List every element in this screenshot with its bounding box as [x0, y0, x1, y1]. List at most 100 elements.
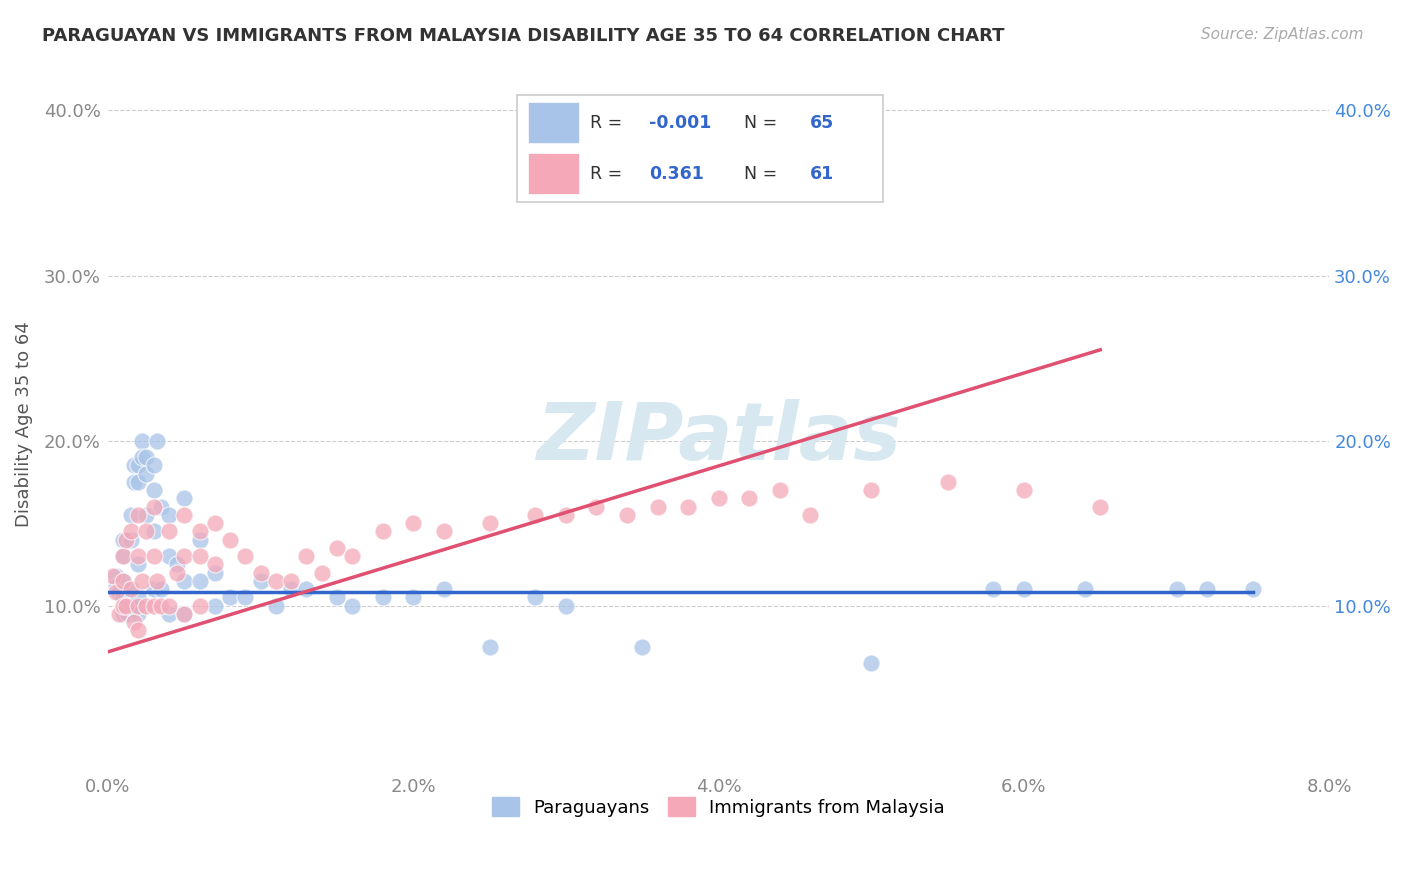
Point	[157, 549, 180, 563]
Point	[127, 558, 149, 572]
Point	[101, 569, 124, 583]
Point	[173, 574, 195, 588]
Point	[249, 574, 271, 588]
Point	[1074, 582, 1097, 596]
Point	[150, 582, 173, 596]
Point	[616, 508, 638, 522]
Point	[127, 549, 149, 563]
Point	[117, 607, 139, 621]
Point	[340, 549, 363, 563]
Point	[112, 549, 135, 563]
Point	[326, 541, 349, 555]
Point	[127, 624, 149, 638]
Point	[131, 574, 153, 588]
Point	[112, 591, 135, 605]
Point	[707, 491, 730, 506]
Point	[112, 574, 135, 588]
Point	[647, 500, 669, 514]
Point	[1012, 483, 1035, 497]
Point	[188, 574, 211, 588]
Point	[326, 591, 349, 605]
Point	[157, 607, 180, 621]
Point	[371, 591, 394, 605]
Point	[166, 566, 188, 580]
Point	[157, 599, 180, 613]
Point	[107, 585, 129, 599]
Point	[173, 508, 195, 522]
Point	[135, 450, 157, 464]
Point	[188, 599, 211, 613]
Point	[104, 585, 127, 599]
Text: PARAGUAYAN VS IMMIGRANTS FROM MALAYSIA DISABILITY AGE 35 TO 64 CORRELATION CHART: PARAGUAYAN VS IMMIGRANTS FROM MALAYSIA D…	[42, 27, 1005, 45]
Point	[860, 657, 883, 671]
Point	[150, 500, 173, 514]
Point	[555, 599, 578, 613]
Point	[112, 607, 135, 621]
Point	[142, 458, 165, 473]
Point	[150, 599, 173, 613]
Point	[135, 599, 157, 613]
Point	[142, 483, 165, 497]
Point	[1166, 582, 1188, 596]
Point	[122, 615, 145, 629]
Point	[1197, 582, 1219, 596]
Legend: Paraguayans, Immigrants from Malaysia: Paraguayans, Immigrants from Malaysia	[485, 790, 952, 824]
Point	[173, 607, 195, 621]
Point	[433, 524, 456, 539]
Point	[112, 549, 135, 563]
Point	[127, 508, 149, 522]
Point	[135, 467, 157, 481]
Point	[264, 599, 287, 613]
Point	[157, 524, 180, 539]
Point	[233, 549, 256, 563]
Point	[1012, 582, 1035, 596]
Point	[142, 582, 165, 596]
Point	[1090, 500, 1112, 514]
Point	[1241, 582, 1264, 596]
Point	[173, 491, 195, 506]
Point	[204, 516, 226, 530]
Point	[340, 599, 363, 613]
Point	[127, 599, 149, 613]
Point	[936, 475, 959, 489]
Point	[860, 483, 883, 497]
Point	[204, 566, 226, 580]
Point	[112, 599, 135, 613]
Point	[173, 549, 195, 563]
Text: ZIPatlas: ZIPatlas	[536, 399, 901, 477]
Point	[233, 591, 256, 605]
Point	[555, 508, 578, 522]
Point	[112, 533, 135, 547]
Point	[142, 549, 165, 563]
Point	[204, 558, 226, 572]
Point	[173, 607, 195, 621]
Point	[127, 591, 149, 605]
Point	[219, 591, 242, 605]
Point	[295, 549, 318, 563]
Point	[120, 533, 142, 547]
Point	[117, 582, 139, 596]
Point	[142, 599, 165, 613]
Point	[631, 640, 654, 654]
Point	[122, 458, 145, 473]
Point	[371, 524, 394, 539]
Point	[127, 458, 149, 473]
Point	[585, 500, 607, 514]
Point	[204, 599, 226, 613]
Point	[127, 475, 149, 489]
Point	[120, 599, 142, 613]
Point	[676, 500, 699, 514]
Point	[120, 508, 142, 522]
Point	[142, 524, 165, 539]
Point	[112, 574, 135, 588]
Point	[127, 607, 149, 621]
Point	[433, 582, 456, 596]
Point	[738, 491, 761, 506]
Point	[135, 524, 157, 539]
Point	[524, 508, 547, 522]
Point	[188, 524, 211, 539]
Y-axis label: Disability Age 35 to 64: Disability Age 35 to 64	[15, 321, 32, 527]
Point	[146, 574, 169, 588]
Point	[107, 607, 129, 621]
Text: Source: ZipAtlas.com: Source: ZipAtlas.com	[1201, 27, 1364, 42]
